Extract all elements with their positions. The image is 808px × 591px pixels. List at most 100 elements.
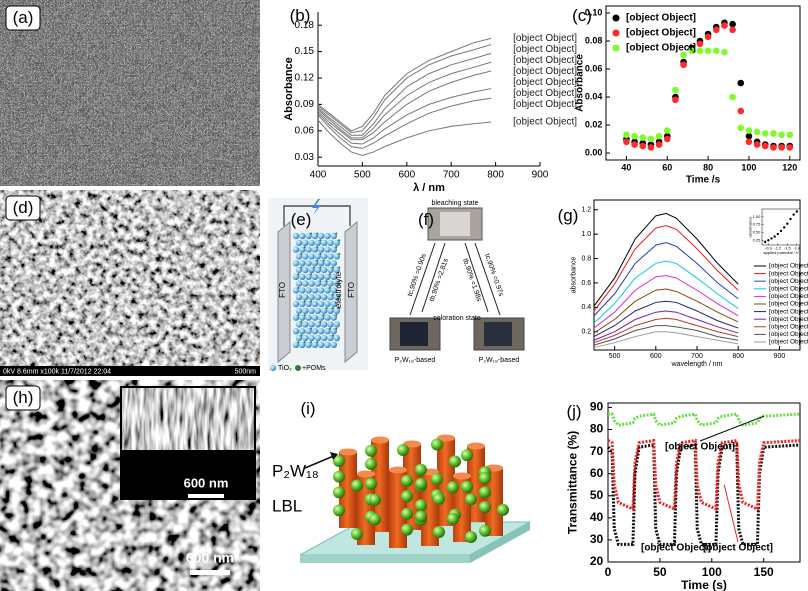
x-axis-label: applied potential / V bbox=[763, 250, 798, 255]
pom-sphere bbox=[465, 530, 477, 543]
particle bbox=[330, 232, 337, 240]
pom bbox=[300, 334, 303, 337]
particle bbox=[321, 334, 328, 342]
particle bbox=[302, 321, 309, 328]
pom-sphere bbox=[401, 490, 413, 503]
pom bbox=[335, 246, 338, 249]
particle bbox=[292, 300, 300, 308]
particle bbox=[327, 266, 334, 274]
x-axis-label: wavelength / nm bbox=[671, 361, 723, 368]
data-point bbox=[721, 22, 728, 29]
particle bbox=[330, 273, 337, 280]
data-line bbox=[317, 61, 492, 139]
x-tick-label: 500 bbox=[609, 353, 621, 360]
pom-sphere bbox=[447, 481, 459, 494]
particle bbox=[324, 341, 331, 348]
pom-sphere bbox=[401, 507, 413, 520]
data-point bbox=[786, 131, 794, 139]
data-point bbox=[779, 229, 783, 233]
series-label: [object Object] bbox=[513, 33, 577, 44]
y-tick-label: 0.08 bbox=[585, 35, 603, 45]
data-point bbox=[655, 141, 663, 148]
series-label: [object Object] bbox=[513, 55, 577, 66]
data-point bbox=[778, 131, 785, 139]
data-point bbox=[786, 144, 794, 151]
legend-text: +POMs bbox=[302, 365, 326, 372]
panel-label: (f) bbox=[418, 210, 434, 229]
series-label: [object Object] bbox=[513, 99, 577, 110]
y-axis-label: Transmittance (%) bbox=[565, 431, 579, 534]
x-tick-label: 100 bbox=[702, 565, 722, 579]
data-line bbox=[593, 225, 739, 312]
particle bbox=[321, 294, 328, 301]
x-tick-label: 100 bbox=[741, 162, 756, 172]
pom-sphere bbox=[365, 444, 377, 457]
pom bbox=[319, 252, 322, 255]
legend-text: [object Object] bbox=[626, 13, 696, 24]
particle bbox=[295, 307, 303, 314]
y-tick-label: 0.6 bbox=[581, 280, 591, 287]
particle bbox=[299, 232, 306, 240]
legend-text: [object Object] bbox=[626, 43, 696, 54]
y-axis-label: Absorbance bbox=[283, 57, 295, 121]
data-point bbox=[770, 237, 773, 240]
particle bbox=[333, 253, 340, 260]
arrowhead bbox=[330, 452, 338, 460]
pom-sphere bbox=[479, 500, 491, 513]
x-tick-label: 150 bbox=[754, 565, 774, 579]
plot-frame bbox=[761, 208, 801, 246]
particle bbox=[333, 280, 340, 287]
y-tick-label: 70 bbox=[590, 444, 604, 458]
data-point bbox=[737, 107, 745, 115]
particle bbox=[305, 341, 312, 348]
y-tick-label: 80 bbox=[590, 422, 604, 436]
pom bbox=[316, 341, 319, 344]
data-line bbox=[606, 443, 801, 546]
particle bbox=[318, 246, 325, 253]
pom bbox=[319, 280, 322, 283]
pom bbox=[338, 252, 341, 255]
pom-sphere bbox=[351, 479, 363, 492]
pom bbox=[297, 314, 300, 317]
x-tick-label: 40 bbox=[621, 162, 631, 172]
data-point bbox=[737, 124, 745, 132]
particle bbox=[295, 266, 303, 274]
particle bbox=[314, 239, 322, 246]
legend-text: [object Object] bbox=[769, 301, 808, 308]
x-tick-label: 900 bbox=[774, 353, 786, 360]
pom bbox=[310, 300, 313, 303]
y-tick-label: 0.10 bbox=[585, 7, 603, 17]
state-label: coloration state bbox=[433, 315, 481, 322]
pillar-top bbox=[467, 442, 485, 450]
particle bbox=[292, 232, 300, 240]
y-tick-label: 20 bbox=[590, 554, 604, 568]
data-point bbox=[704, 33, 712, 41]
arrow bbox=[304, 454, 337, 469]
glass bbox=[344, 220, 358, 364]
data-line bbox=[607, 438, 801, 512]
pom-sphere bbox=[333, 454, 345, 467]
data-line bbox=[593, 331, 739, 349]
x-tick-label: 0 bbox=[605, 565, 612, 579]
data-point bbox=[745, 132, 753, 140]
y-tick-label: 0.25 bbox=[753, 237, 762, 242]
pom-sphere bbox=[433, 492, 445, 505]
x-tick-label: 600 bbox=[650, 353, 662, 360]
series-label: [object Object] bbox=[641, 543, 711, 554]
data-point bbox=[680, 61, 687, 69]
particle bbox=[295, 253, 303, 260]
data-point bbox=[778, 144, 785, 151]
data-point bbox=[792, 213, 795, 216]
pillar-top bbox=[453, 472, 471, 480]
pom-sphere bbox=[465, 493, 477, 506]
pillar bbox=[485, 468, 503, 536]
pom bbox=[332, 293, 334, 296]
x-axis-label: λ / nm bbox=[413, 182, 445, 194]
pom-sphere bbox=[369, 493, 381, 506]
particle bbox=[333, 294, 340, 301]
y-tick-label: 0.75 bbox=[753, 222, 762, 227]
sem-image bbox=[0, 190, 260, 366]
pom bbox=[316, 259, 319, 262]
pom-sphere bbox=[365, 457, 377, 470]
data-point bbox=[782, 226, 786, 229]
